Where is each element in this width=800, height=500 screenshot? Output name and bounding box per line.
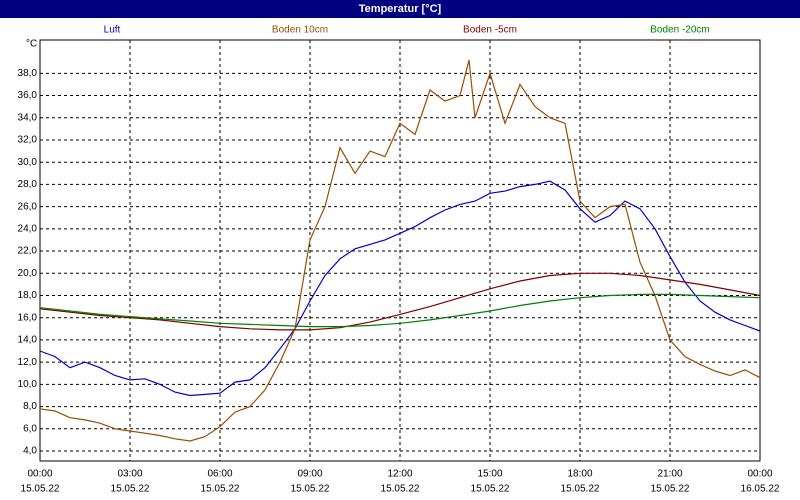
y-tick-label: 30,0	[18, 157, 38, 168]
x-tick-label: 15:00	[477, 469, 502, 480]
series-line	[39, 293, 761, 328]
y-tick-label: 22,0	[18, 246, 38, 257]
x-tick-date: 15.05.22	[291, 484, 330, 495]
y-tick-label: 38,0	[18, 68, 38, 79]
x-tick-date: 15.05.22	[651, 484, 690, 495]
x-tick-label: 03:00	[117, 469, 142, 480]
y-tick-label: 14,0	[18, 335, 38, 346]
y-tick-label: 26,0	[18, 201, 38, 212]
series-line	[39, 272, 761, 331]
legend-label: Boden 10cm	[272, 25, 328, 36]
y-tick-label: 28,0	[18, 179, 38, 190]
y-tick-label: 32,0	[18, 135, 38, 146]
y-tick-label: 34,0	[18, 112, 38, 123]
y-tick-label: 12,0	[18, 357, 38, 368]
y-tick-label: 24,0	[18, 223, 38, 234]
y-tick-label: 10,0	[18, 379, 38, 390]
series-line	[39, 59, 761, 442]
y-tick-label: 4,0	[23, 446, 37, 457]
x-tick-label: 00:00	[27, 469, 52, 480]
y-tick-label: 18,0	[18, 290, 38, 301]
y-tick-label: 20,0	[18, 268, 38, 279]
y-tick-label: 8,0	[23, 401, 37, 412]
x-tick-date: 15.05.22	[381, 484, 420, 495]
y-tick-label: 36,0	[18, 90, 38, 101]
x-tick-label: 18:00	[567, 469, 592, 480]
x-tick-date: 15.05.22	[111, 484, 150, 495]
title-bar	[0, 0, 800, 18]
legend-label: Luft	[104, 25, 121, 36]
x-tick-label: 00:00	[747, 469, 772, 480]
x-tick-label: 09:00	[297, 469, 322, 480]
y-tick-label: 6,0	[23, 423, 37, 434]
x-tick-date: 15.05.22	[201, 484, 240, 495]
x-tick-date: 16.05.22	[741, 484, 780, 495]
series-line	[39, 180, 761, 397]
x-tick-label: 12:00	[387, 469, 412, 480]
chart-title: Temperatur [°C]	[359, 3, 442, 15]
x-tick-date: 15.05.22	[471, 484, 510, 495]
y-tick-label: 16,0	[18, 312, 38, 323]
x-tick-label: 21:00	[657, 469, 682, 480]
legend-label: Boden -5cm	[463, 25, 517, 36]
y-unit: °C	[26, 39, 37, 50]
legend-label: Boden -20cm	[650, 25, 709, 36]
x-tick-label: 06:00	[207, 469, 232, 480]
x-tick-date: 15.05.22	[561, 484, 600, 495]
x-tick-date: 15.05.22	[21, 484, 60, 495]
